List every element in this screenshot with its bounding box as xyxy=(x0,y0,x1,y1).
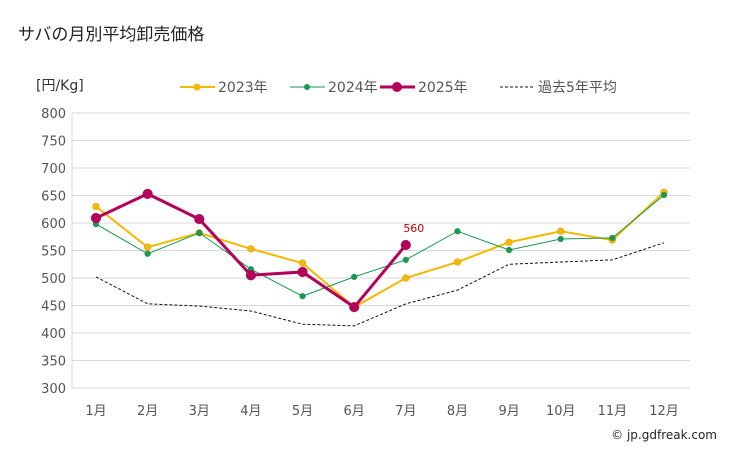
y-axis-label: [円/Kg] xyxy=(36,78,84,94)
chart-title: サバの月別平均卸売価格 xyxy=(18,25,205,45)
data-label: 560 xyxy=(403,222,424,235)
x-tick-label: 1月 xyxy=(85,404,106,419)
legend-label: 2023年 xyxy=(218,80,268,96)
legend-marker xyxy=(193,83,201,91)
data-point xyxy=(143,243,152,251)
legend-marker xyxy=(304,84,310,90)
series-line-過去5年平均 xyxy=(95,242,665,327)
credit-text: © jp.gdfreak.com xyxy=(611,428,717,442)
y-tick-label: 550 xyxy=(41,245,66,260)
series-line-2023年 xyxy=(95,191,665,309)
x-tick-label: 2月 xyxy=(137,404,158,419)
data-point xyxy=(298,259,307,267)
x-tick-label: 11月 xyxy=(598,404,628,419)
y-tick-label: 450 xyxy=(41,300,66,315)
x-tick-label: 12月 xyxy=(649,404,679,419)
x-tick-label: 7月 xyxy=(395,404,416,419)
data-point xyxy=(245,270,257,281)
data-point xyxy=(142,188,153,200)
y-tick-label: 300 xyxy=(41,382,66,397)
y-tick-label: 750 xyxy=(41,135,66,150)
data-point xyxy=(400,239,412,251)
data-point xyxy=(505,246,513,254)
data-point xyxy=(90,212,102,224)
x-tick-label: 10月 xyxy=(546,404,576,419)
data-point xyxy=(505,238,513,246)
data-point xyxy=(92,202,100,211)
data-point xyxy=(454,228,461,235)
data-point xyxy=(299,292,306,300)
x-tick-label: 4月 xyxy=(240,404,261,419)
data-point xyxy=(194,213,205,225)
data-point xyxy=(453,258,462,266)
x-tick-label: 3月 xyxy=(189,404,210,419)
y-tick-label: 700 xyxy=(41,162,66,177)
y-tick-label: 400 xyxy=(41,327,66,342)
data-point xyxy=(196,229,203,237)
data-point xyxy=(557,235,564,243)
data-point xyxy=(144,250,151,258)
y-tick-label: 350 xyxy=(41,355,66,370)
legend-label: 2025年 xyxy=(418,80,468,96)
legend-label: 過去5年平均 xyxy=(538,80,617,96)
data-point xyxy=(402,256,410,264)
y-tick-label: 600 xyxy=(41,217,66,232)
data-point xyxy=(556,227,565,235)
data-point xyxy=(348,301,360,313)
data-point xyxy=(297,266,308,278)
data-point xyxy=(402,274,410,282)
legend-label: 2024年 xyxy=(328,80,378,96)
data-point xyxy=(660,191,668,199)
x-tick-label: 9月 xyxy=(498,404,519,419)
legend-marker xyxy=(392,82,402,92)
data-point xyxy=(609,234,616,242)
data-point xyxy=(247,245,255,253)
x-tick-label: 6月 xyxy=(344,404,365,419)
data-point xyxy=(350,273,358,281)
y-tick-label: 800 xyxy=(41,107,66,122)
x-tick-label: 8月 xyxy=(447,404,468,419)
series-line-2024年 xyxy=(95,194,665,297)
y-tick-label: 650 xyxy=(41,190,66,205)
y-tick-label: 500 xyxy=(41,272,66,287)
x-tick-label: 5月 xyxy=(292,404,313,419)
